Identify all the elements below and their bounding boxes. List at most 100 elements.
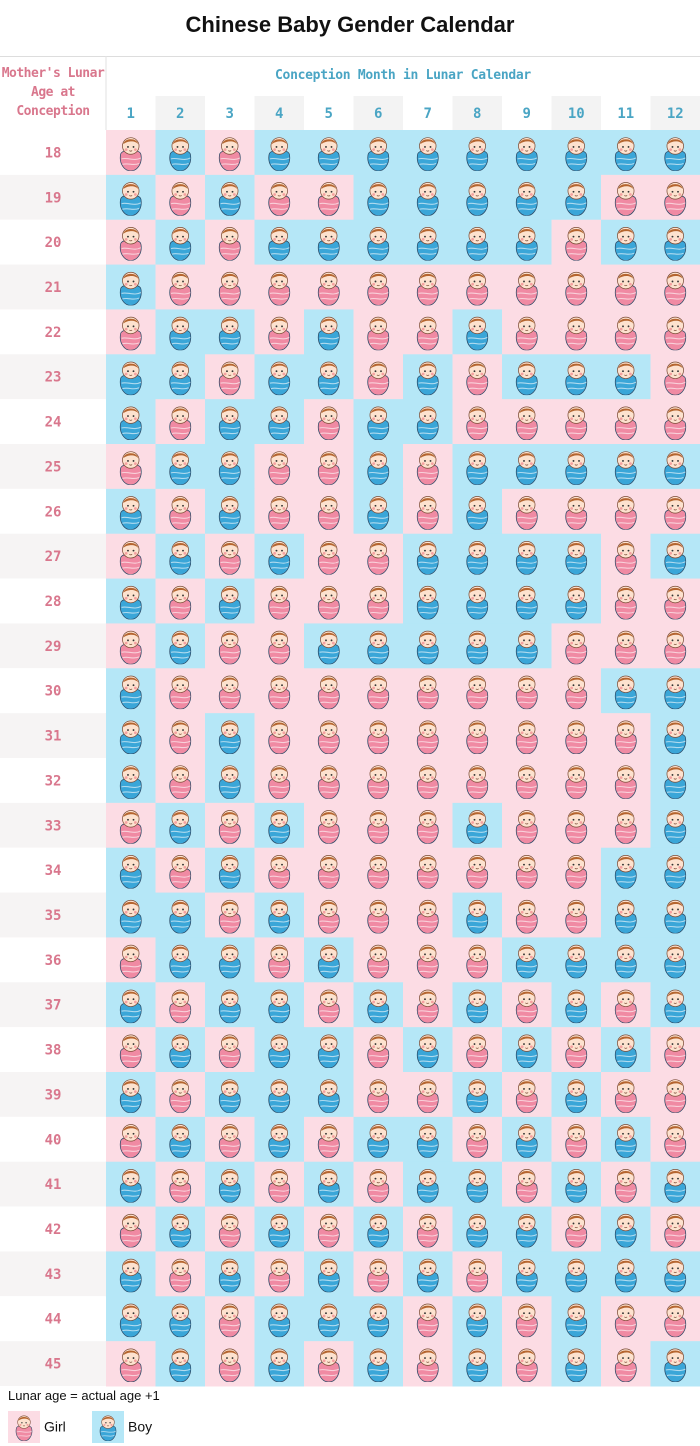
- baby-icon: [169, 1348, 192, 1382]
- baby-icon: [317, 181, 340, 216]
- baby-icon: [614, 1348, 637, 1382]
- baby-icon: [169, 406, 192, 441]
- baby-icon: [218, 137, 241, 171]
- baby-icon: [119, 765, 142, 799]
- baby-icon: [466, 406, 489, 441]
- baby-icon: [614, 720, 637, 755]
- baby-icon: [664, 406, 687, 441]
- baby-icon: [664, 271, 687, 306]
- baby-icon: [268, 585, 291, 620]
- baby-icon: [614, 585, 637, 620]
- baby-icon: [218, 1168, 241, 1203]
- baby-icon: [119, 1303, 142, 1338]
- baby-icon: [664, 361, 687, 396]
- title: Chinese Baby Gender Calendar: [185, 12, 515, 37]
- baby-icon: [169, 989, 192, 1024]
- month-label: 5: [325, 106, 333, 122]
- baby-icon: [416, 630, 439, 665]
- baby-icon: [515, 989, 538, 1024]
- baby-icon: [466, 899, 489, 934]
- baby-icon: [515, 630, 538, 665]
- baby-icon: [416, 854, 439, 889]
- baby-icon: [169, 271, 192, 306]
- baby-icon: [367, 585, 390, 620]
- baby-icon: [466, 1168, 489, 1203]
- baby-icon: [515, 271, 538, 306]
- baby-icon: [268, 720, 291, 755]
- baby-icon: [317, 854, 340, 889]
- month-cell: [551, 96, 601, 130]
- baby-icon: [515, 361, 538, 396]
- baby-icon: [367, 675, 390, 710]
- baby-icon: [515, 1079, 538, 1113]
- baby-icon: [367, 809, 390, 844]
- age-label: 31: [45, 729, 62, 745]
- age-cell: [0, 1027, 106, 1072]
- age-cell: [0, 488, 106, 534]
- baby-icon: [416, 720, 439, 755]
- age-cell: [0, 937, 106, 983]
- baby-icon: [515, 1123, 538, 1158]
- baby-icon: [565, 316, 588, 351]
- age-label: 36: [45, 953, 62, 969]
- baby-icon: [664, 1168, 687, 1203]
- baby-icon: [515, 1213, 538, 1248]
- age-cell: [0, 1072, 106, 1117]
- baby-icon: [466, 226, 489, 261]
- age-label: 40: [45, 1132, 62, 1148]
- baby-icon: [268, 495, 291, 530]
- age-cell: [0, 219, 106, 265]
- age-label: 39: [45, 1087, 62, 1103]
- baby-icon: [416, 899, 439, 934]
- age-cell: [0, 802, 106, 848]
- baby-icon: [119, 271, 142, 306]
- baby-icon: [169, 1168, 192, 1203]
- baby-icon: [664, 989, 687, 1024]
- baby-icon: [268, 271, 291, 306]
- baby-icon: [218, 406, 241, 441]
- baby-icon: [119, 1034, 142, 1068]
- baby-icon: [664, 1303, 687, 1338]
- baby-icon: [218, 181, 241, 216]
- baby-icon: [664, 451, 687, 485]
- baby-icon: [466, 271, 489, 306]
- month-cell: [304, 96, 354, 130]
- baby-icon: [466, 137, 489, 171]
- month-label: 12: [667, 106, 684, 122]
- baby-icon: [268, 1213, 291, 1248]
- baby-icon: [515, 406, 538, 441]
- baby-icon: [664, 630, 687, 665]
- baby-icon: [416, 1213, 439, 1248]
- baby-icon: [515, 495, 538, 530]
- baby-icon: [466, 1303, 489, 1338]
- baby-icon: [317, 585, 340, 620]
- age-label: 28: [45, 594, 62, 610]
- age-label: 21: [45, 280, 62, 296]
- baby-icon: [367, 495, 390, 530]
- baby-icon: [565, 540, 588, 575]
- baby-icon: [317, 316, 340, 351]
- month-cell: [650, 96, 700, 130]
- baby-icon: [119, 137, 142, 171]
- baby-icon: [565, 181, 588, 216]
- baby-icon: [565, 137, 588, 171]
- month-cell: [601, 96, 651, 130]
- age-label: 26: [45, 504, 62, 520]
- legend-label: Boy: [128, 1419, 152, 1435]
- baby-icon: [466, 1123, 489, 1158]
- baby-icon: [119, 1123, 142, 1158]
- age-label: 18: [45, 145, 62, 161]
- baby-icon: [466, 585, 489, 620]
- baby-icon: [416, 1258, 439, 1293]
- baby-icon: [169, 765, 192, 799]
- age-cell: [0, 1116, 106, 1162]
- month-label: 7: [424, 106, 432, 122]
- baby-icon: [565, 1034, 588, 1068]
- baby-icon: [664, 809, 687, 844]
- baby-icon: [416, 989, 439, 1024]
- age-cell: [0, 847, 106, 893]
- footnote: Lunar age = actual age +1: [8, 1388, 160, 1403]
- month-cell: [205, 96, 255, 130]
- age-label: 24: [45, 415, 62, 431]
- baby-icon: [218, 720, 241, 755]
